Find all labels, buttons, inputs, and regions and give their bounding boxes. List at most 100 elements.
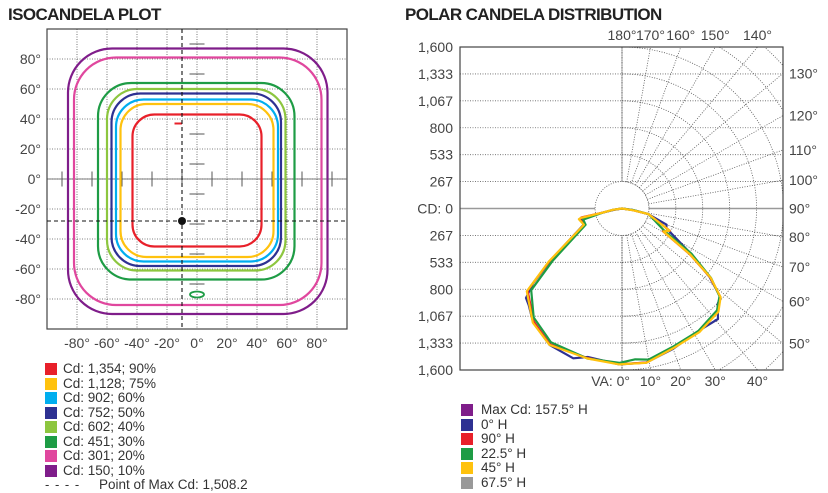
angle-radial-line xyxy=(642,73,783,192)
angle-radial-line xyxy=(626,234,651,370)
cd-arc xyxy=(621,127,704,290)
angle-label: 30° xyxy=(705,373,726,389)
legend-swatch xyxy=(461,447,473,460)
contour-75-percent xyxy=(119,102,275,259)
legend-swatch xyxy=(45,377,57,390)
legend-swatch xyxy=(461,476,473,489)
legend-item-max-point: - - - - Point of Max Cd: 1,508.2 xyxy=(45,477,248,493)
legend-swatch xyxy=(461,462,473,475)
isocandela-plot: 80°60°40°20°0°-20°-40°-60°-80°-80° -60° -4… xyxy=(15,28,348,351)
polar-legend: Max Cd: 157.5° H 0° H 90° H 22.5° H 45° H 67.… xyxy=(461,402,588,490)
angle-label: 100° xyxy=(789,172,818,188)
legend-label: Cd: 1,128; 75% xyxy=(63,375,157,391)
legend-swatch xyxy=(461,418,473,431)
legend-label: Max Cd: 157.5° H xyxy=(481,402,588,417)
legend-item: Cd: 150; 10% xyxy=(45,463,248,479)
legend-swatch xyxy=(45,421,57,434)
legend-label: Cd: 451; 30% xyxy=(63,433,145,449)
contour-60-percent xyxy=(114,98,280,263)
legend-item: Cd: 752; 50% xyxy=(45,404,248,421)
angle-radial-line xyxy=(638,47,758,189)
series-curve-4 xyxy=(525,207,722,366)
cd-tick-label: 1,333 xyxy=(418,335,453,351)
cd-tick-label: 800 xyxy=(430,120,454,136)
legend-item: Cd: 1,354; 90% xyxy=(45,361,248,377)
cd-tick-label: 533 xyxy=(430,147,454,163)
legend-label: Cd: 602; 40% xyxy=(63,419,145,434)
angle-label: 10° xyxy=(640,373,661,389)
legend-item: 90° H xyxy=(461,431,588,447)
y-tick-label: 80° xyxy=(20,51,41,67)
y-tick-label: 20° xyxy=(20,141,41,157)
x-tick-label: -60° xyxy=(94,335,120,351)
legend-swatch xyxy=(45,392,57,405)
contour-50-percent xyxy=(110,92,283,268)
angle-label: VA: 0° xyxy=(591,373,630,389)
contour-90-percent xyxy=(131,113,263,248)
angle-label: 150° xyxy=(701,27,730,43)
legend-item: Cd: 451; 30% xyxy=(45,433,248,450)
x-tick-label: -40° xyxy=(124,335,150,351)
angle-label: 110° xyxy=(789,142,817,158)
cd-tick-label: 800 xyxy=(430,281,454,297)
x-tick-label: -20° xyxy=(154,335,180,351)
isocandela-legend: Cd: 1,354; 90% Cd: 1,128; 75% Cd: 902; 60%… xyxy=(45,361,248,493)
y-tick-label: 40° xyxy=(20,111,41,127)
legend-swatch xyxy=(45,435,57,448)
legend-swatch xyxy=(461,404,473,417)
contour-island xyxy=(189,290,205,299)
legend-label: Point of Max Cd: 1,508.2 xyxy=(99,477,248,492)
y-tick-label: -80° xyxy=(15,291,41,307)
polar-plot: 1,600 1,333 1,067 800 533 267 CD: 0 267 533 800 1,… xyxy=(417,27,818,389)
cd-zero-label: CD: 0 xyxy=(417,201,453,217)
cd-tick-label: 1,333 xyxy=(418,66,453,82)
angle-label: 80° xyxy=(789,229,810,245)
cd-tick-label: 1,067 xyxy=(418,308,453,324)
angle-radial-line xyxy=(638,228,758,370)
cd-tick-label: 267 xyxy=(430,227,454,243)
angle-label: 50° xyxy=(789,336,810,352)
angle-radial-line xyxy=(648,179,783,205)
cd-tick-label: 1,600 xyxy=(418,39,453,55)
cd-arc xyxy=(621,100,731,317)
angle-radial-line xyxy=(648,212,783,238)
angle-radial-line xyxy=(630,47,682,184)
legend-label: 22.5° H xyxy=(481,445,527,461)
cd-tick-label: 267 xyxy=(430,174,454,190)
legend-item: Cd: 301; 20% xyxy=(45,448,248,464)
legend-swatch xyxy=(45,450,57,463)
legend-item: 0° H xyxy=(461,416,588,433)
angle-label: 120° xyxy=(789,108,818,124)
legend-item: Cd: 1,128; 75% xyxy=(45,375,248,392)
x-tick-label: -80° xyxy=(64,335,90,351)
angle-label: 180° xyxy=(608,27,637,43)
dashed-line-icon: - - - - xyxy=(45,477,81,492)
cd-tick-label: 1,600 xyxy=(418,362,453,378)
legend-item: Cd: 902; 60% xyxy=(45,390,248,406)
x-tick-label: 40° xyxy=(246,335,267,351)
angle-radial-line xyxy=(647,217,783,268)
legend-item: Cd: 602; 40% xyxy=(45,419,248,435)
contour-10-percent xyxy=(66,47,329,316)
legend-label: Cd: 752; 50% xyxy=(63,404,145,420)
legend-label: 0° H xyxy=(481,416,508,432)
x-tick-label: 60° xyxy=(276,335,297,351)
contour-40-percent xyxy=(105,87,287,272)
y-tick-label: -60° xyxy=(15,261,41,277)
angle-label: 140° xyxy=(743,27,772,43)
legend-swatch xyxy=(45,464,57,477)
polar-title: POLAR CANDELA DISTRIBUTION xyxy=(405,5,662,24)
cd-tick-label: 533 xyxy=(430,254,454,270)
legend-swatch xyxy=(461,433,473,446)
angle-label: 40° xyxy=(747,373,768,389)
angle-radial-line xyxy=(635,47,716,186)
legend-item: 22.5° H xyxy=(461,445,588,462)
y-tick-label: -20° xyxy=(15,201,41,217)
legend-label: 67.5° H xyxy=(481,474,527,490)
legend-item: Max Cd: 157.5° H xyxy=(461,402,588,418)
contour-20-percent xyxy=(72,56,323,307)
angle-radial-line xyxy=(626,47,651,183)
angle-radial-line xyxy=(647,149,783,200)
legend-item: 45° H xyxy=(461,460,588,476)
x-tick-label: 80° xyxy=(306,335,327,351)
